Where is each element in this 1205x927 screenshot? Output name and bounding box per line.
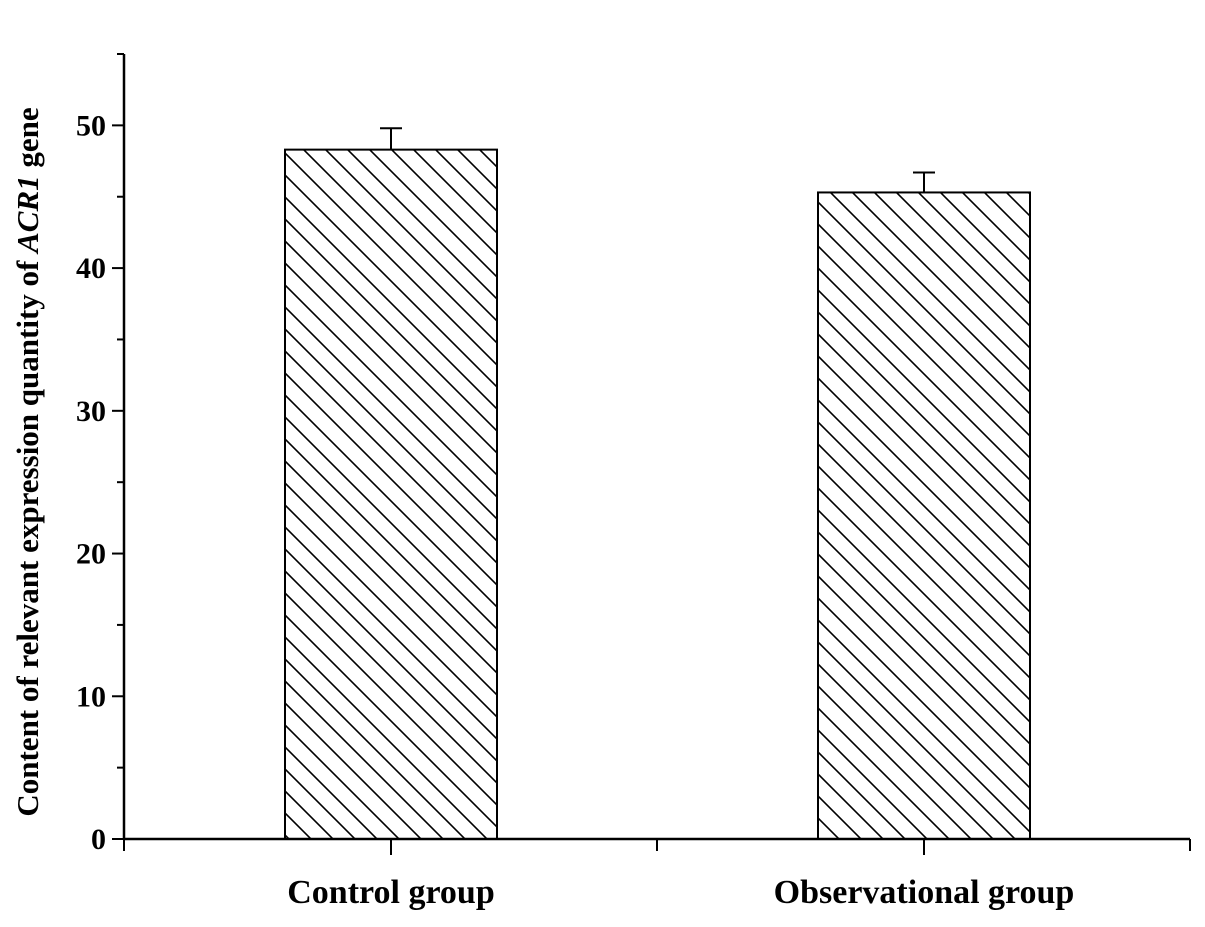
bars-layer <box>284 127 1031 841</box>
y-tick-label-50: 50 <box>76 109 106 142</box>
y-axis-label-prefix: Content of relevant expression quantity … <box>10 253 45 817</box>
x-ticks: Control group Observational group <box>123 839 1191 911</box>
y-ticks: 0 10 20 30 40 50 <box>76 53 124 856</box>
y-tick-label-20: 20 <box>76 538 106 571</box>
bar-observational-group <box>817 191 1031 841</box>
y-axis-label-suffix: gene <box>10 107 45 175</box>
y-tick-label-10: 10 <box>76 680 106 713</box>
x-tick-label-observational-group: Observational group <box>774 874 1075 911</box>
y-axis-label-gene: ACR1 <box>10 175 45 255</box>
y-axis-label: Content of relevant expression quantity … <box>10 107 45 816</box>
y-tick-label-30: 30 <box>76 395 106 428</box>
y-tick-label-0: 0 <box>91 823 106 856</box>
bar-control-group <box>284 148 498 841</box>
y-tick-label-40: 40 <box>76 252 106 285</box>
x-tick-label-control-group: Control group <box>287 874 495 911</box>
